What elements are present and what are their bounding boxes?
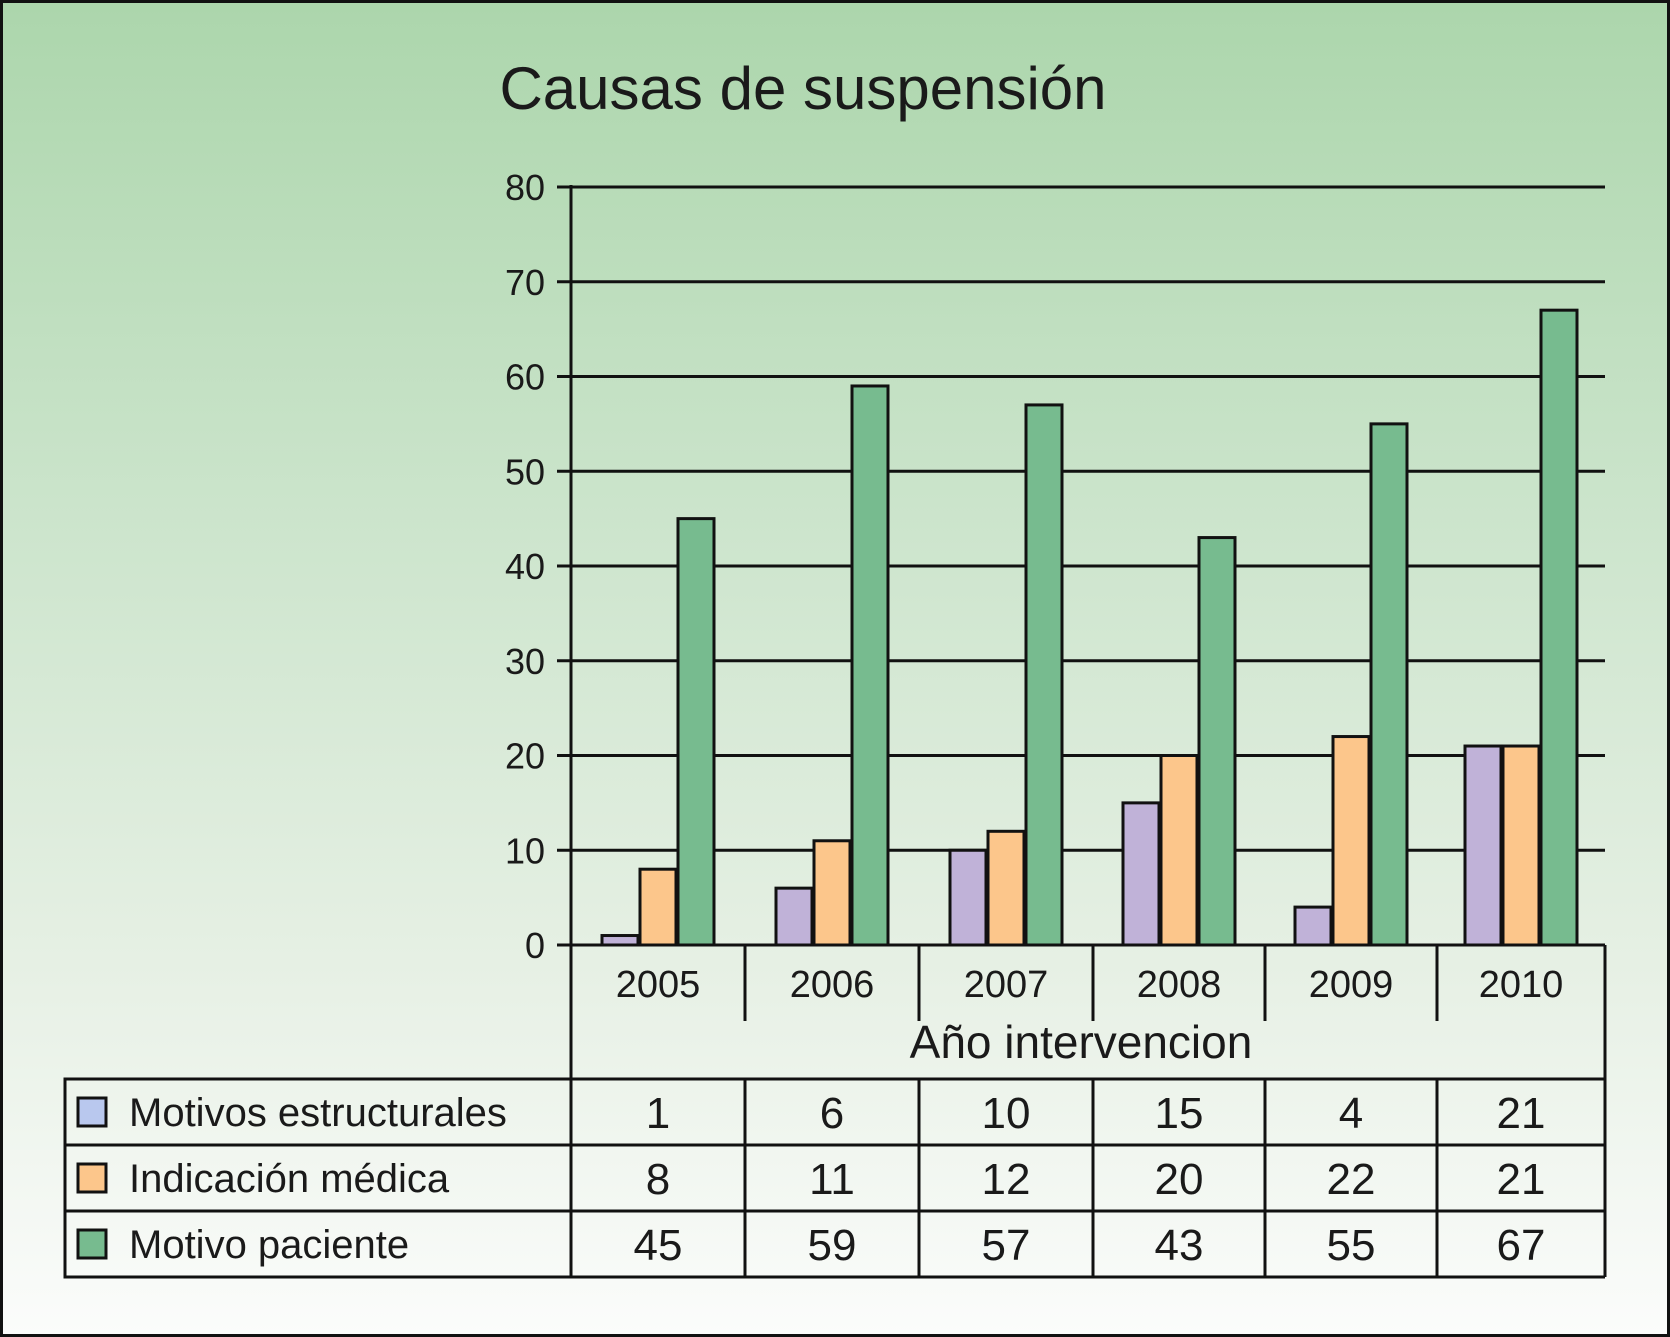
table-cell-value: 43	[1155, 1221, 1204, 1270]
x-tick-label: 2009	[1309, 964, 1394, 1006]
table-cell-value: 20	[1155, 1155, 1204, 1204]
bar	[1331, 735, 1371, 947]
table-cell-value: 22	[1327, 1155, 1376, 1204]
bar	[986, 829, 1026, 947]
bar	[948, 848, 988, 947]
table-cell-value: 1	[646, 1089, 670, 1138]
bar	[1024, 403, 1064, 947]
table-cell-value: 21	[1497, 1155, 1546, 1204]
chart-title: Causas de suspensión	[499, 55, 1106, 122]
table-cell-value: 57	[982, 1221, 1031, 1270]
bar	[1197, 536, 1237, 947]
table-cell-value: 8	[646, 1155, 670, 1204]
y-tick-label: 70	[505, 262, 545, 303]
x-tick-label: 2007	[964, 964, 1049, 1006]
y-tick-label: 10	[505, 830, 545, 871]
y-tick-label: 50	[505, 451, 545, 492]
x-tick-label: 2006	[790, 964, 875, 1006]
x-tick-label: 2005	[616, 964, 701, 1006]
legend-swatch	[76, 1228, 108, 1260]
legend-label: Motivo paciente	[129, 1223, 409, 1267]
bar	[1159, 754, 1199, 947]
bar	[1121, 801, 1161, 947]
table-cell-value: 59	[808, 1221, 857, 1270]
bar	[1501, 744, 1541, 947]
bar	[1293, 905, 1333, 947]
y-tick-label: 60	[505, 357, 545, 398]
x-tick-label: 2010	[1479, 964, 1564, 1006]
bar-chart: Causas de suspensión 0 10 20 30 40 50 60 70 80 2…	[63, 55, 1607, 1279]
table-cell-value: 21	[1497, 1089, 1546, 1138]
bar	[676, 517, 716, 947]
y-axis-ticks: 0 10 20 30 40 50 60 70 80	[505, 167, 545, 966]
y-tick-label: 80	[505, 167, 545, 208]
x-axis-categories: 2005 2006 2007 2008 2009 2010	[616, 964, 1564, 1006]
bar	[1463, 744, 1503, 947]
table-cell-value: 55	[1327, 1221, 1376, 1270]
grid-lines	[557, 185, 1605, 852]
table-cell-value: 15	[1155, 1089, 1204, 1138]
table-cell-value: 6	[820, 1089, 844, 1138]
data-table: Motivos estructurales 1 6 10 15 4 21 Indicación…	[63, 1077, 1605, 1279]
y-tick-label: 30	[505, 641, 545, 682]
bar	[774, 886, 814, 947]
table-cell-value: 67	[1497, 1221, 1546, 1270]
x-tick-label: 2008	[1137, 964, 1222, 1006]
x-axis-label: Año intervencion	[910, 1016, 1253, 1068]
y-tick-label: 0	[525, 925, 545, 966]
y-tick-label: 40	[505, 546, 545, 587]
bar	[1369, 422, 1409, 947]
table-cell-value: 10	[982, 1089, 1031, 1138]
bar	[812, 839, 852, 947]
legend-label: Indicación médica	[129, 1157, 450, 1201]
table-cell-value: 45	[634, 1221, 683, 1270]
bar	[1539, 308, 1579, 947]
bar	[638, 867, 678, 947]
legend-swatch	[76, 1096, 108, 1128]
bar	[850, 384, 890, 947]
legend-swatch	[76, 1162, 108, 1194]
table-cell-value: 12	[982, 1155, 1031, 1204]
table-cell-value: 4	[1339, 1089, 1363, 1138]
y-tick-label: 20	[505, 736, 545, 777]
legend-label: Motivos estructurales	[129, 1091, 507, 1135]
table-cell-value: 11	[809, 1155, 855, 1204]
